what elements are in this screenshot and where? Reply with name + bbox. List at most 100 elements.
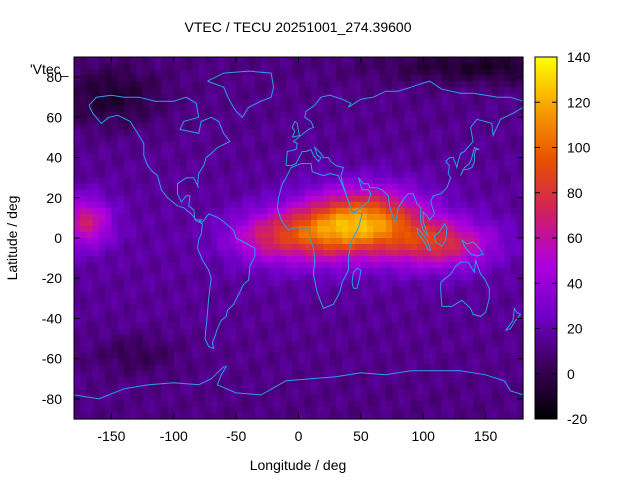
heatmap-cell — [342, 250, 349, 257]
heatmap-cell — [392, 57, 399, 64]
heatmap-cell — [248, 256, 256, 263]
heatmap-cell — [423, 406, 431, 414]
heatmap-cell — [98, 153, 106, 161]
heatmap-cell — [466, 177, 474, 185]
heatmap-cell — [448, 123, 456, 130]
heatmap-cell — [304, 382, 312, 390]
heatmap-cell — [454, 364, 462, 372]
heatmap-cell — [516, 244, 524, 251]
heatmap-cell — [286, 57, 293, 64]
heatmap-cell — [111, 304, 119, 311]
heatmap-cell — [310, 207, 318, 215]
heatmap-cell — [86, 334, 94, 342]
heatmap-cell — [454, 298, 462, 305]
heatmap-cell — [329, 394, 337, 402]
heatmap-cell — [198, 346, 206, 354]
heatmap-cell — [192, 123, 200, 130]
heatmap-cell — [242, 334, 250, 342]
heatmap-cell — [348, 129, 356, 137]
heatmap-cell — [148, 105, 156, 112]
heatmap-cell — [279, 316, 287, 324]
heatmap-cell — [317, 346, 325, 354]
heatmap-cell — [111, 322, 119, 330]
heatmap-cell — [516, 322, 524, 330]
heatmap-cell — [123, 298, 131, 305]
heatmap-cell — [360, 153, 368, 161]
heatmap-cell — [123, 225, 131, 233]
heatmap-cell — [304, 400, 312, 408]
heatmap-cell — [98, 177, 106, 185]
heatmap-cell — [267, 340, 275, 348]
heatmap-cell — [148, 382, 156, 390]
heatmap-cell — [310, 310, 318, 318]
heatmap-cell — [242, 292, 250, 299]
heatmap-cell — [448, 346, 456, 354]
heatmap-cell — [473, 63, 480, 70]
heatmap-cell — [173, 219, 181, 227]
heatmap-cell — [292, 358, 300, 366]
heatmap-cell — [473, 364, 480, 372]
heatmap-cell — [92, 346, 100, 354]
heatmap-cell — [354, 111, 362, 118]
heatmap-cell — [198, 382, 206, 390]
heatmap-cell — [98, 274, 106, 281]
heatmap-cell — [392, 63, 399, 70]
heatmap-cell — [198, 153, 206, 161]
heatmap-cell — [360, 57, 368, 64]
heatmap-cell — [198, 195, 206, 203]
heatmap-cell — [367, 81, 374, 88]
heatmap-cell — [273, 412, 281, 420]
heatmap-cell — [498, 183, 505, 191]
heatmap-cell — [510, 153, 518, 161]
heatmap-cell — [454, 183, 462, 191]
heatmap-cell — [136, 195, 144, 203]
heatmap-cell — [460, 370, 468, 378]
heatmap-cell — [80, 87, 88, 94]
heatmap-cell — [410, 340, 418, 348]
heatmap-cell — [429, 111, 437, 118]
heatmap-cell — [261, 412, 268, 420]
heatmap-cell — [273, 262, 281, 269]
heatmap-cell — [317, 262, 325, 269]
heatmap-cell — [448, 244, 456, 251]
heatmap-cell — [105, 346, 113, 354]
heatmap-cell — [273, 340, 281, 348]
heatmap-cell — [435, 346, 443, 354]
heatmap-cell — [248, 117, 256, 124]
heatmap-cell — [229, 334, 237, 342]
heatmap-cell — [441, 352, 449, 360]
heatmap-cell — [136, 183, 144, 191]
heatmap-cell — [335, 256, 343, 263]
heatmap-cell — [360, 171, 368, 179]
heatmap-cell — [98, 316, 106, 324]
heatmap-cell — [248, 129, 256, 137]
heatmap-cell — [510, 219, 518, 227]
heatmap-cell — [148, 99, 156, 106]
heatmap-cell — [286, 304, 293, 311]
heatmap-cell — [248, 304, 256, 311]
heatmap-cell — [86, 111, 94, 118]
heatmap-cell — [192, 280, 200, 287]
heatmap-cell — [454, 286, 462, 293]
heatmap-cell — [155, 250, 162, 257]
heatmap-cell — [286, 75, 293, 82]
heatmap-cell — [335, 153, 343, 161]
heatmap-cell — [310, 117, 318, 124]
heatmap-cell — [504, 207, 512, 215]
heatmap-cell — [416, 322, 424, 330]
heatmap-cell — [367, 334, 374, 342]
heatmap-cell — [286, 123, 293, 130]
heatmap-cell — [354, 250, 362, 257]
heatmap-cell — [286, 171, 293, 179]
heatmap-cell — [98, 201, 106, 209]
heatmap-cell — [360, 262, 368, 269]
heatmap-cell — [473, 268, 480, 275]
heatmap-cell — [441, 177, 449, 185]
heatmap-cell — [180, 111, 187, 118]
heatmap-cell — [292, 394, 300, 402]
heatmap-cell — [204, 147, 212, 155]
heatmap-cell — [223, 328, 231, 336]
heatmap-cell — [304, 274, 312, 281]
heatmap-cell — [86, 63, 94, 70]
heatmap-cell — [198, 57, 206, 64]
